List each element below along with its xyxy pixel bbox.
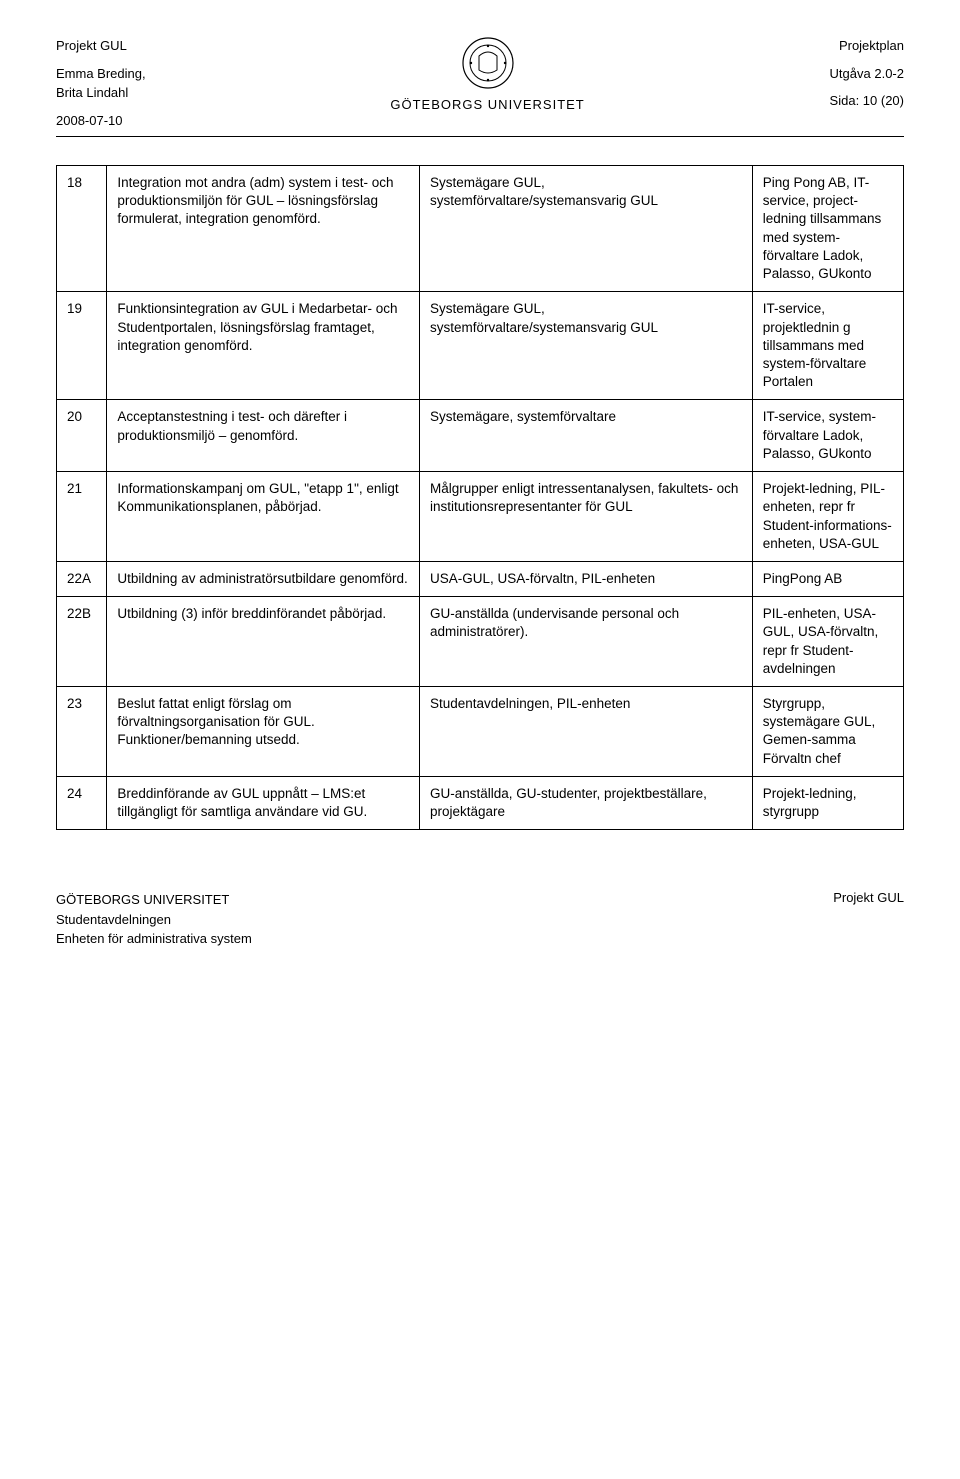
footer-dept1: Studentavdelningen: [56, 910, 252, 930]
cell-desc: Acceptanstestning i test- och därefter i…: [107, 400, 420, 472]
table-row: 19Funktionsintegration av GUL i Medarbet…: [57, 292, 904, 400]
edition: Utgåva 2.0-2: [830, 64, 904, 84]
footer-right: Projekt GUL: [833, 890, 904, 949]
header-left: Projekt GUL Emma Breding, Brita Lindahl …: [56, 36, 146, 130]
date: 2008-07-10: [56, 111, 146, 131]
cell-who: USA-GUL, USA-förvaltn, PIL-enheten: [419, 561, 752, 596]
cell-resp: IT-service, system-förvaltare Ladok, Pal…: [752, 400, 903, 472]
cell-who: Studentavdelningen, PIL-enheten: [419, 687, 752, 777]
footer-left: GÖTEBORGS UNIVERSITET Studentavdelningen…: [56, 890, 252, 949]
table-row: 24Breddinförande av GUL uppnått – LMS:et…: [57, 776, 904, 829]
cell-num: 23: [57, 687, 107, 777]
table-row: 22BUtbildning (3) inför breddinförandet …: [57, 597, 904, 687]
cell-resp: PingPong AB: [752, 561, 903, 596]
cell-desc: Utbildning av administratörsutbildare ge…: [107, 561, 420, 596]
milestones-table: 18Integration mot andra (adm) system i t…: [56, 165, 904, 830]
cell-num: 18: [57, 166, 107, 292]
authors: Emma Breding, Brita Lindahl: [56, 64, 146, 103]
page-footer: GÖTEBORGS UNIVERSITET Studentavdelningen…: [56, 890, 904, 949]
cell-resp: PIL-enheten, USA-GUL, USA-förvaltn, repr…: [752, 597, 903, 687]
cell-resp: IT-service, projektlednin g tillsammans …: [752, 292, 903, 400]
cell-desc: Utbildning (3) inför breddinförandet påb…: [107, 597, 420, 687]
table-row: 18Integration mot andra (adm) system i t…: [57, 166, 904, 292]
header-right: Projektplan Utgåva 2.0-2 Sida: 10 (20): [830, 36, 904, 111]
table-row: 21Informationskampanj om GUL, "etapp 1",…: [57, 472, 904, 562]
footer-university: GÖTEBORGS UNIVERSITET: [56, 890, 252, 910]
page-number: Sida: 10 (20): [830, 91, 904, 111]
project-name: Projekt GUL: [56, 36, 146, 56]
doc-type: Projektplan: [830, 36, 904, 56]
cell-desc: Integration mot andra (adm) system i tes…: [107, 166, 420, 292]
cell-who: Målgrupper enligt intressentanalysen, fa…: [419, 472, 752, 562]
university-name: GÖTEBORGS UNIVERSITET: [390, 97, 584, 112]
page-header: Projekt GUL Emma Breding, Brita Lindahl …: [56, 36, 904, 130]
cell-desc: Funktionsintegration av GUL i Medarbetar…: [107, 292, 420, 400]
cell-num: 24: [57, 776, 107, 829]
cell-num: 22B: [57, 597, 107, 687]
cell-resp: Projekt-ledning, styrgrupp: [752, 776, 903, 829]
header-divider: [56, 136, 904, 137]
cell-who: Systemägare GUL, systemförvaltare/system…: [419, 166, 752, 292]
table-row: 23Beslut fattat enligt förslag om förval…: [57, 687, 904, 777]
footer-dept2: Enheten för administrativa system: [56, 929, 252, 949]
cell-who: GU-anställda (undervisande personal och …: [419, 597, 752, 687]
table-row: 20Acceptanstestning i test- och därefter…: [57, 400, 904, 472]
cell-resp: Styrgrupp, systemägare GUL, Gemen-samma …: [752, 687, 903, 777]
table-row: 22AUtbildning av administratörsutbildare…: [57, 561, 904, 596]
cell-num: 22A: [57, 561, 107, 596]
cell-desc: Informationskampanj om GUL, "etapp 1", e…: [107, 472, 420, 562]
cell-num: 19: [57, 292, 107, 400]
cell-num: 21: [57, 472, 107, 562]
cell-resp: Ping Pong AB, IT-service, project-lednin…: [752, 166, 903, 292]
cell-num: 20: [57, 400, 107, 472]
cell-resp: Projekt-ledning, PIL-enheten, repr fr St…: [752, 472, 903, 562]
university-seal-icon: [461, 36, 515, 90]
cell-who: Systemägare GUL, systemförvaltare/system…: [419, 292, 752, 400]
cell-who: GU-anställda, GU-studenter, projektbestä…: [419, 776, 752, 829]
cell-who: Systemägare, systemförvaltare: [419, 400, 752, 472]
cell-desc: Beslut fattat enligt förslag om förvaltn…: [107, 687, 420, 777]
cell-desc: Breddinförande av GUL uppnått – LMS:et t…: [107, 776, 420, 829]
header-center: GÖTEBORGS UNIVERSITET: [390, 36, 584, 112]
